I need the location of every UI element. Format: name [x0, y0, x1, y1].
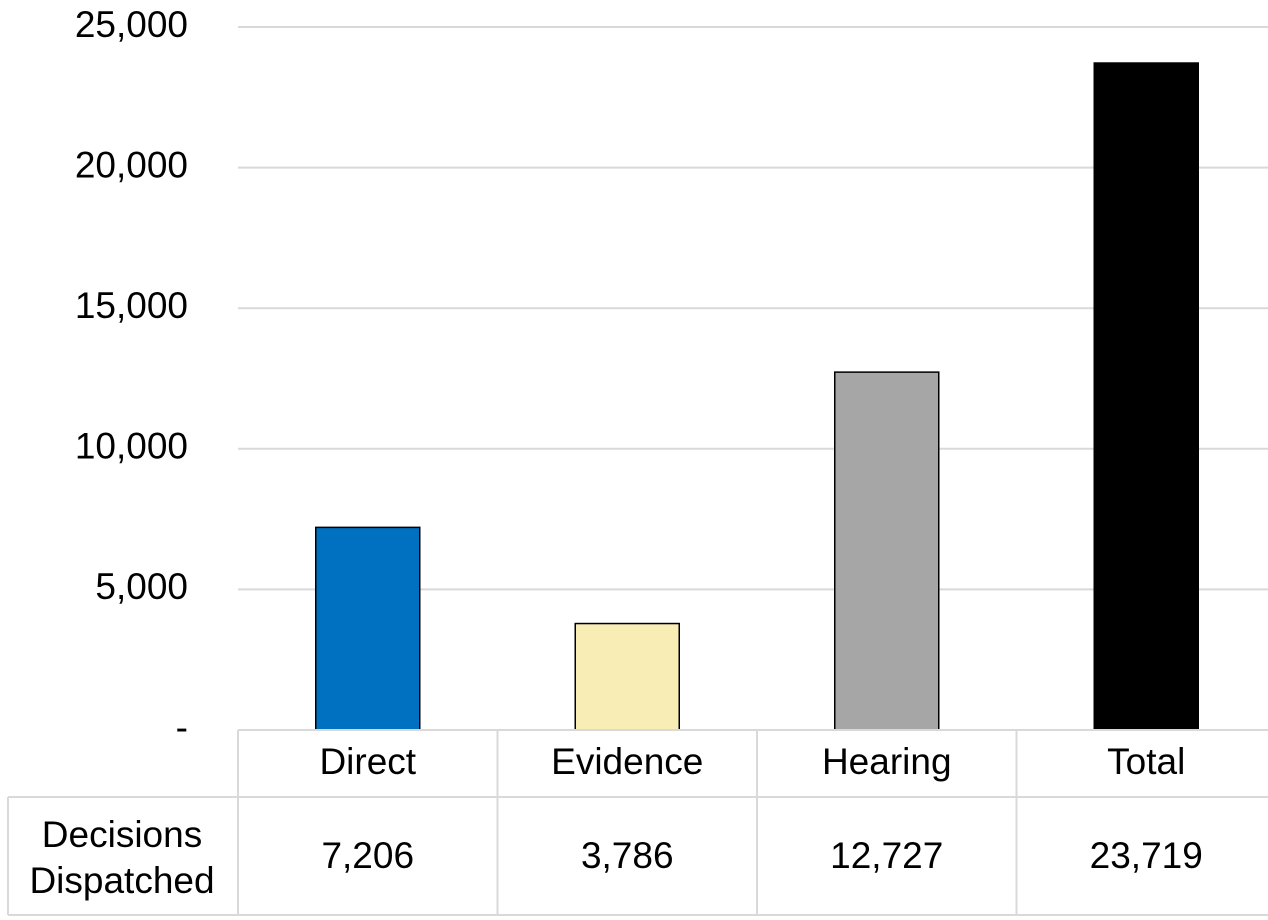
y-tick-label: 15,000 [75, 285, 188, 326]
y-tick-label: - [176, 707, 188, 748]
data-table-row-label: Decisions Dispatched [29, 813, 215, 901]
y-tick-label: 5,000 [95, 566, 188, 607]
data-table-value: 12,727 [830, 835, 943, 876]
bar [1093, 62, 1199, 731]
bar [574, 622, 680, 731]
x-tick-label: Hearing [822, 741, 952, 782]
x-tick-label: Total [1107, 741, 1185, 782]
x-tick-label: Direct [319, 741, 416, 782]
bar [834, 371, 940, 731]
data-table-value: 3,786 [581, 835, 674, 876]
y-tick-label: 25,000 [75, 4, 188, 45]
y-tick-label: 20,000 [75, 144, 188, 185]
x-tick-label: Evidence [551, 741, 703, 782]
data-table-value: 23,719 [1090, 835, 1203, 876]
y-tick-label: 10,000 [75, 426, 188, 467]
bar [315, 526, 421, 731]
data-table-value: 7,206 [321, 835, 414, 876]
